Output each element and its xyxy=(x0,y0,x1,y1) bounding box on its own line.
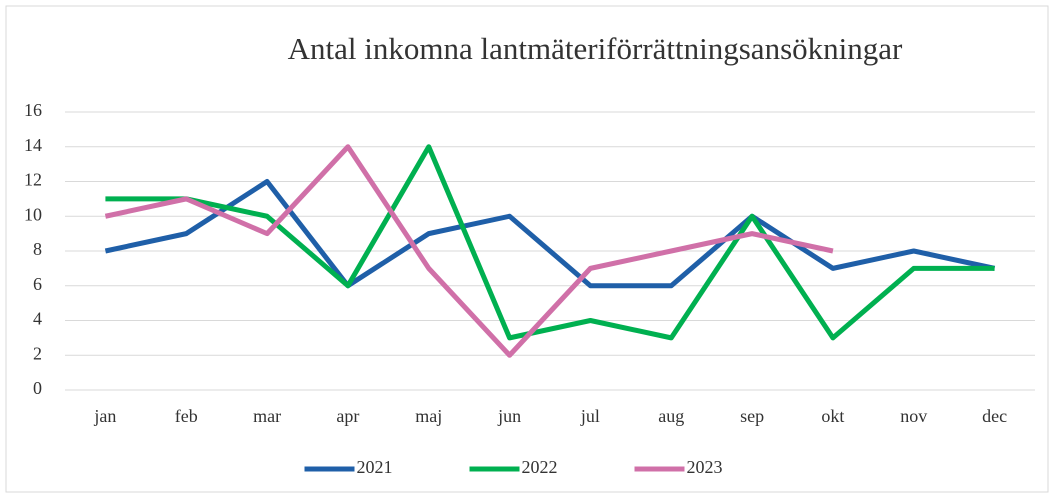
legend-label: 2022 xyxy=(522,457,558,477)
x-tick-label: maj xyxy=(415,406,442,426)
x-tick-label: apr xyxy=(336,406,359,426)
series-line xyxy=(105,144,995,341)
y-tick-label: 14 xyxy=(24,135,42,155)
chart-border xyxy=(5,5,1049,493)
y-tick-label: 16 xyxy=(24,100,42,120)
y-tick-label: 8 xyxy=(33,239,42,259)
x-tick-label: okt xyxy=(821,406,844,426)
y-tick-label: 4 xyxy=(33,309,42,329)
y-tick-label: 2 xyxy=(33,343,42,363)
x-tick-label: feb xyxy=(175,406,198,426)
series-line xyxy=(104,144,834,358)
x-tick-label: mar xyxy=(253,406,281,426)
x-tick-label: sep xyxy=(740,406,764,426)
x-tick-label: nov xyxy=(900,406,927,426)
x-tick-label: jan xyxy=(93,406,116,426)
chart-title: Antal inkomna lantmäteriförrättningsansö… xyxy=(288,31,903,66)
y-tick-label: 12 xyxy=(24,170,42,190)
x-tick-label: jun xyxy=(497,406,521,426)
legend-label: 2021 xyxy=(357,457,393,477)
y-tick-label: 10 xyxy=(24,204,42,224)
legend-label: 2023 xyxy=(687,457,723,477)
y-tick-label: 6 xyxy=(33,274,42,294)
y-tick-label: 0 xyxy=(33,378,42,398)
x-tick-label: aug xyxy=(658,406,684,426)
series-line xyxy=(104,179,996,289)
x-tick-label: dec xyxy=(982,406,1007,426)
x-tick-label: jul xyxy=(580,406,600,426)
